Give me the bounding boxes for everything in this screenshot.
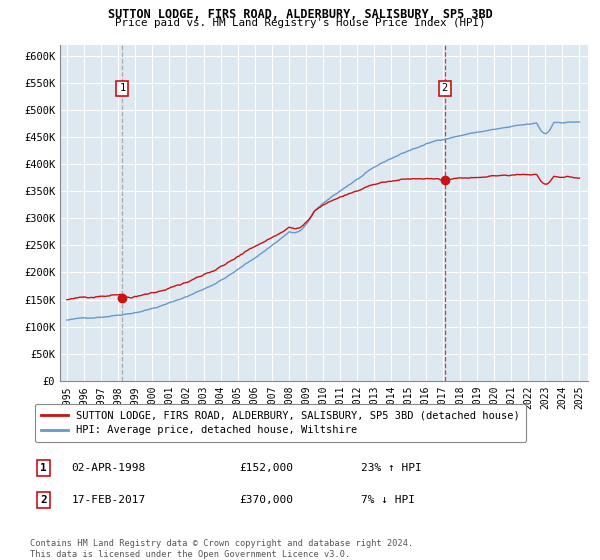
Text: 7% ↓ HPI: 7% ↓ HPI [361, 495, 415, 505]
Text: £370,000: £370,000 [240, 495, 294, 505]
Text: 17-FEB-2017: 17-FEB-2017 [71, 495, 146, 505]
Text: £152,000: £152,000 [240, 463, 294, 473]
Text: Contains HM Land Registry data © Crown copyright and database right 2024.
This d: Contains HM Land Registry data © Crown c… [30, 539, 413, 559]
Text: Price paid vs. HM Land Registry's House Price Index (HPI): Price paid vs. HM Land Registry's House … [115, 18, 485, 29]
Text: 1: 1 [40, 463, 47, 473]
Text: 23% ↑ HPI: 23% ↑ HPI [361, 463, 422, 473]
Legend: SUTTON LODGE, FIRS ROAD, ALDERBURY, SALISBURY, SP5 3BD (detached house), HPI: Av: SUTTON LODGE, FIRS ROAD, ALDERBURY, SALI… [35, 404, 526, 442]
Text: 1: 1 [119, 83, 125, 94]
Text: 2: 2 [442, 83, 448, 94]
Text: 02-APR-1998: 02-APR-1998 [71, 463, 146, 473]
Text: SUTTON LODGE, FIRS ROAD, ALDERBURY, SALISBURY, SP5 3BD: SUTTON LODGE, FIRS ROAD, ALDERBURY, SALI… [107, 8, 493, 21]
Text: 2: 2 [40, 495, 47, 505]
